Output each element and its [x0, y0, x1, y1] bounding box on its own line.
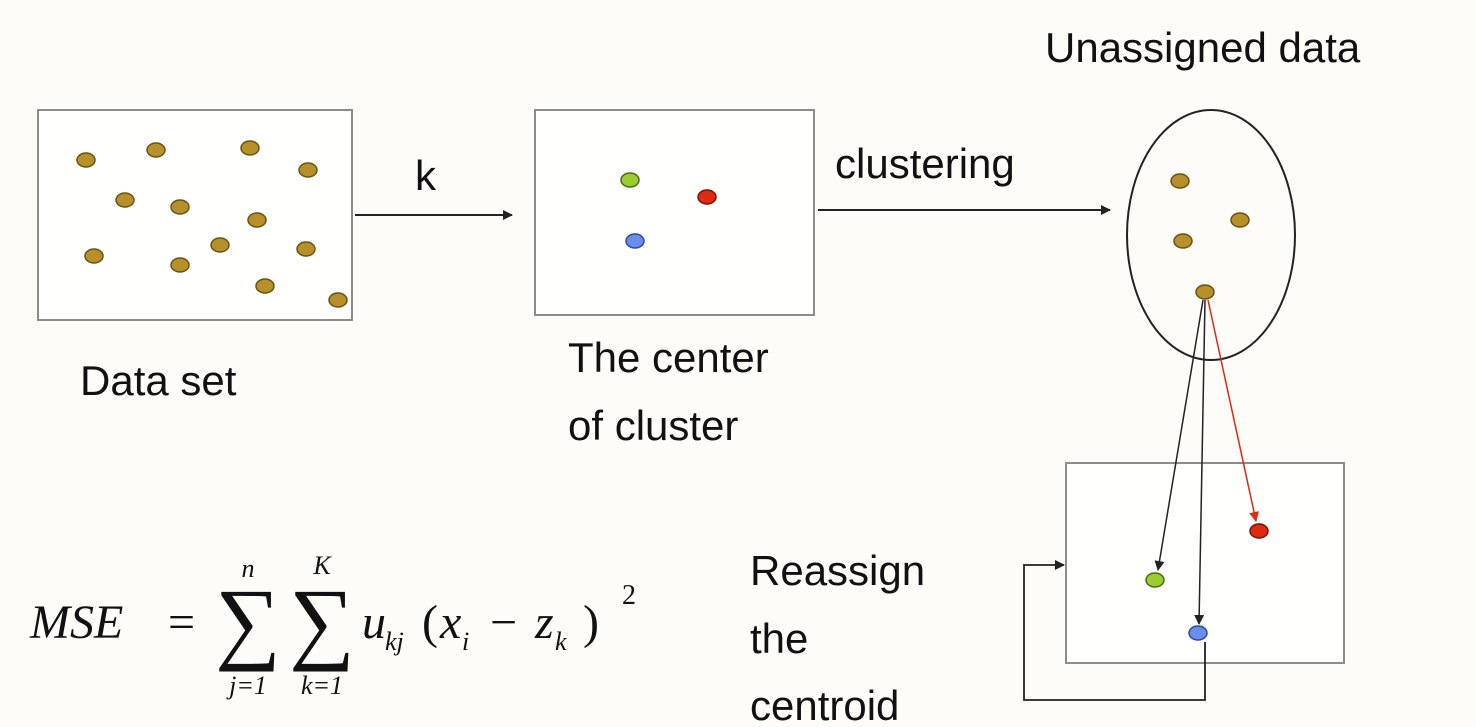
dataset-box [37, 109, 353, 321]
data-point [84, 248, 104, 264]
data-point [255, 278, 275, 294]
data-point [1230, 212, 1250, 228]
center-red-point [1249, 523, 1269, 539]
data-point [76, 152, 96, 168]
reassign-loop-arrow [1023, 560, 1206, 701]
center-label-line1: The center [568, 334, 769, 381]
sum2-lower: k=1 [301, 671, 343, 700]
clustering-label: clustering [835, 140, 1015, 187]
assign-arrow-red [1207, 299, 1259, 522]
center-red-point [697, 189, 717, 205]
formula-u-sub: kj [385, 627, 404, 656]
formula-open-paren: ( [422, 596, 438, 649]
assign-arrow-blue [1194, 299, 1206, 625]
centers-box [534, 109, 815, 316]
formula-close-paren: ) [583, 596, 599, 649]
unassigned-label: Unassigned data [1045, 24, 1361, 71]
center-blue-point [1188, 625, 1208, 641]
data-point-selected [1195, 284, 1215, 300]
sum1-lower: j=1 [226, 671, 267, 700]
data-point [115, 192, 135, 208]
assign-arrow-green [1154, 299, 1204, 571]
reassign-label-line3: centroid [750, 682, 899, 727]
formula-x: x [439, 596, 461, 649]
formula-u: u [362, 596, 386, 649]
centers-panel: The center of cluster [534, 109, 815, 449]
reassign-label-line1: Reassign [750, 547, 925, 594]
center-green-point [620, 172, 640, 188]
data-point [296, 241, 316, 257]
formula-z-sub: k [555, 627, 567, 656]
data-point [298, 162, 318, 178]
formula-z: z [534, 596, 554, 649]
dataset-label: Data set [80, 357, 237, 404]
data-point [170, 199, 190, 215]
data-point [1173, 233, 1193, 249]
center-blue-point [625, 233, 645, 249]
dataset-panel: Data set [37, 109, 353, 404]
data-point [240, 140, 260, 156]
formula-x-sub: i [462, 627, 469, 656]
sum1-upper: n [242, 554, 255, 583]
dataset-points [76, 140, 348, 308]
center-label-line2: of cluster [568, 402, 738, 449]
sum1-sigma: ∑ [215, 570, 281, 672]
formula-lhs: MSE [29, 596, 123, 649]
clustering-arrow-group: clustering [818, 140, 1111, 215]
formula-equals: = [168, 596, 195, 649]
data-point [328, 292, 348, 308]
mse-formula: MSE = n ∑ j=1 K ∑ k=1 u kj ( x i − z k )… [29, 551, 636, 700]
reassign-panel: Reassign the centroid [750, 299, 1345, 727]
k-label: k [415, 152, 437, 199]
data-point [170, 257, 190, 273]
unassigned-ellipse [1126, 109, 1296, 361]
center-green-point [1145, 572, 1165, 588]
sum2-sigma: ∑ [289, 570, 355, 672]
data-point [210, 237, 230, 253]
k-arrow-group: k [355, 152, 513, 220]
data-point [146, 142, 166, 158]
reassign-label-line2: the [750, 615, 808, 662]
data-point [1170, 173, 1190, 189]
data-point [247, 212, 267, 228]
formula-exponent: 2 [622, 580, 636, 611]
formula-minus: − [490, 596, 517, 649]
unassigned-panel: Unassigned data [1045, 24, 1361, 361]
sum2-upper: K [312, 551, 332, 580]
